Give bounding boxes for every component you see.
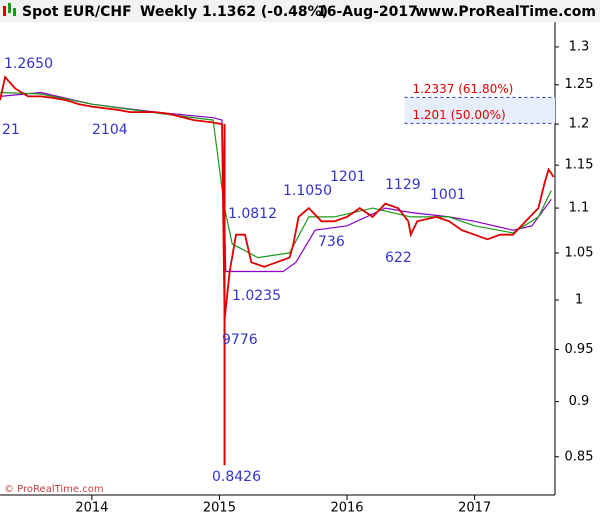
logo-bar	[13, 8, 16, 16]
line	[0, 75, 555, 320]
fib-label: 1.2337 (61.80%)	[412, 82, 513, 96]
site: www.ProRealTime.com	[415, 4, 596, 20]
annotation: 0.8426	[212, 469, 261, 485]
chart-title: Spot EUR/CHF	[22, 4, 132, 20]
annotation: 9776	[222, 332, 258, 348]
x-tick-label: 2016	[330, 501, 363, 516]
logo-bar	[8, 3, 11, 13]
annotation: 1129	[385, 177, 421, 193]
y-tick-label: 1.05	[565, 245, 594, 260]
logo-bar	[3, 6, 6, 16]
annotation: 1.0812	[228, 206, 277, 222]
y-tick-label: 1.25	[565, 77, 594, 92]
y-tick-label: 1.15	[565, 158, 594, 173]
fib-label: 1.201 (50.00%)	[412, 108, 505, 122]
annotation: 1.2650	[4, 56, 53, 72]
line	[0, 91, 552, 273]
last-price: 1.1362 (-0.48%)	[202, 4, 328, 20]
y-tick-label: 1	[575, 293, 583, 308]
fib-band	[404, 97, 555, 124]
annotation: 1201	[330, 169, 366, 185]
annotation: 736	[318, 234, 345, 250]
y-tick-label: 1.2	[569, 117, 590, 132]
title-bar	[0, 0, 600, 22]
x-tick-label: 2014	[75, 501, 108, 516]
annotation: 21	[2, 122, 20, 138]
date: 16-Aug-2017	[317, 4, 418, 20]
copyright: © ProRealTime.com	[4, 484, 104, 495]
x-tick-label: 2015	[203, 501, 236, 516]
y-tick-label: 0.95	[565, 342, 594, 357]
annotation: 1001	[430, 187, 466, 203]
annotation: 1.1050	[283, 183, 332, 199]
annotation: 1.0235	[232, 288, 281, 304]
annotation: 2104	[92, 122, 128, 138]
y-tick-label: 1.1	[569, 201, 590, 216]
period: Weekly	[140, 4, 197, 20]
logo	[3, 3, 16, 16]
y-tick-label: 0.85	[565, 449, 594, 464]
y-tick-label: 0.9	[569, 394, 590, 409]
x-tick-label: 2017	[458, 501, 491, 516]
y-tick-label: 1.3	[569, 39, 590, 54]
annotation: 622	[385, 250, 412, 266]
